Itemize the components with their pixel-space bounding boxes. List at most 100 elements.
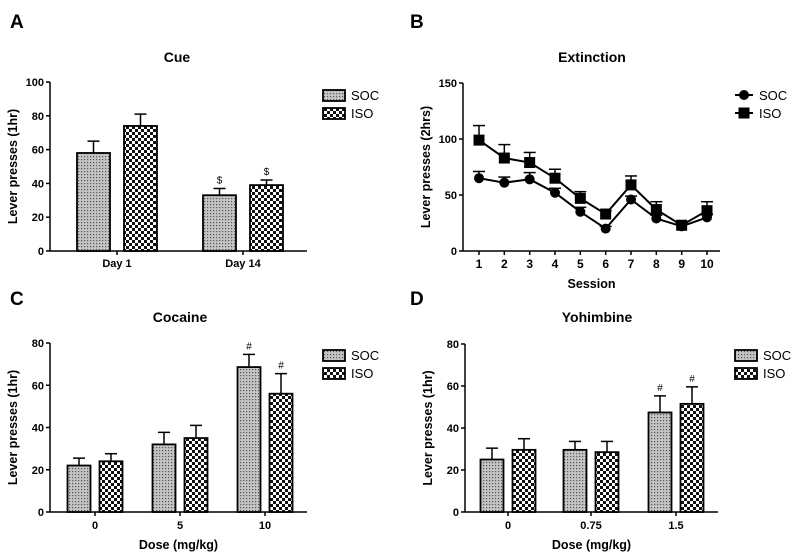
x-tick-label: 0.75 xyxy=(580,520,601,532)
legend-swatch xyxy=(322,107,346,120)
y-tick-label: 80 xyxy=(32,111,44,123)
y-tick-label: 150 xyxy=(439,78,457,90)
x-tick-label: 5 xyxy=(177,520,183,532)
y-tick-label: 40 xyxy=(32,423,44,435)
x-tick-label: 2 xyxy=(501,257,508,271)
panel-letter: A xyxy=(10,12,24,33)
panel-b: B Extinction Lever presses (2hrs) Session 0 5… xyxy=(410,12,787,291)
bar-soc xyxy=(151,443,177,513)
y-tick-label: 0 xyxy=(38,246,44,258)
legend-label: SOC xyxy=(763,348,791,363)
x-tick-label: 1 xyxy=(476,257,483,271)
y-axis-label: Lever presses (2hrs) xyxy=(419,106,433,228)
data-point-soc xyxy=(626,194,636,205)
significance-marker: $ xyxy=(217,175,223,186)
data-point-iso xyxy=(498,152,510,164)
legend-marker xyxy=(738,107,750,119)
data-point-soc xyxy=(499,177,510,188)
significance-marker: # xyxy=(689,374,695,385)
y-tick-label: 0 xyxy=(451,246,457,258)
panel-a: A Cue Lever presses (1hr) 0 20 40 60 80 100 Day 1… xyxy=(6,12,379,270)
x-tick-label: 7 xyxy=(628,257,635,271)
chart-title: Extinction xyxy=(558,49,626,65)
data-point-iso xyxy=(524,157,536,169)
legend-swatch xyxy=(322,367,346,380)
data-point-soc xyxy=(651,213,662,224)
y-tick-label: 50 xyxy=(445,190,457,202)
legend-swatch xyxy=(734,349,758,362)
panel-c: C Cocaine Lever presses (1hr) Dose (mg/kg) 0… xyxy=(6,289,379,552)
data-point-soc xyxy=(524,174,535,185)
panel-letter: C xyxy=(10,289,24,310)
bar-iso xyxy=(123,125,158,252)
significance-marker: $ xyxy=(264,167,270,178)
x-tick-label: Day 14 xyxy=(225,258,261,270)
data-point-iso xyxy=(676,219,688,231)
chart-title: Yohimbine xyxy=(562,309,633,325)
legend-item-iso: ISO xyxy=(322,106,373,121)
y-tick-label: 40 xyxy=(447,423,459,435)
data-point-iso xyxy=(574,192,586,204)
legend-item-soc: SOC xyxy=(735,88,787,103)
y-axis-label: Lever presses (1hr) xyxy=(6,370,20,485)
series-line-soc xyxy=(478,177,708,230)
chart-title: Cocaine xyxy=(153,309,208,325)
bar-soc xyxy=(76,152,111,252)
legend-item-iso: ISO xyxy=(735,106,781,121)
y-tick-label: 40 xyxy=(32,178,44,190)
legend-marker xyxy=(739,90,749,100)
bar-iso xyxy=(511,448,537,513)
y-tick-label: 100 xyxy=(26,77,44,89)
x-tick-label: 8 xyxy=(653,257,660,271)
significance-marker: # xyxy=(246,341,252,352)
y-tick-label: 0 xyxy=(453,507,459,519)
data-point-iso xyxy=(549,172,561,184)
bar-soc xyxy=(647,411,673,513)
legend-label: ISO xyxy=(351,106,373,121)
y-tick-label: 80 xyxy=(32,338,44,350)
y-tick-label: 60 xyxy=(32,145,44,157)
bar-iso xyxy=(594,451,620,513)
panel-letter: D xyxy=(410,289,424,310)
significance-marker: # xyxy=(278,361,284,372)
x-tick-label: 1.5 xyxy=(668,520,683,532)
bar-soc xyxy=(562,448,588,513)
y-axis-label: Lever presses (1hr) xyxy=(421,370,435,485)
y-tick-label: 60 xyxy=(447,381,459,393)
data-point-soc xyxy=(600,223,611,234)
y-tick-label: 80 xyxy=(447,339,459,351)
x-tick-label: Day 1 xyxy=(102,258,131,270)
data-point-iso xyxy=(650,204,662,216)
legend-swatch xyxy=(322,349,346,362)
data-point-iso xyxy=(625,179,637,191)
y-tick-label: 0 xyxy=(38,507,44,519)
panel-letter: B xyxy=(410,12,424,33)
x-tick-label: 5 xyxy=(577,257,584,271)
data-point-iso xyxy=(473,134,485,146)
y-tick-label: 60 xyxy=(32,380,44,392)
legend-label: ISO xyxy=(351,366,373,381)
legend-label: ISO xyxy=(763,366,785,381)
x-tick-label: 6 xyxy=(602,257,609,271)
legend-item-soc: SOC xyxy=(734,348,791,363)
legend-item-soc: SOC xyxy=(322,88,379,103)
data-point-iso xyxy=(600,208,612,220)
y-tick-label: 20 xyxy=(32,212,44,224)
legend-item-iso: ISO xyxy=(322,366,373,381)
y-tick-label: 20 xyxy=(447,465,459,477)
x-tick-label: 4 xyxy=(552,257,559,271)
bar-iso xyxy=(679,402,705,513)
bar-soc xyxy=(202,194,237,252)
bar-soc xyxy=(479,458,505,513)
series-line-iso xyxy=(478,139,708,227)
panel-d: D Yohimbine Lever presses (1hr) Dose (mg/kg… xyxy=(410,289,791,552)
x-axis-label: Session xyxy=(568,277,616,291)
legend-item-iso: ISO xyxy=(734,366,785,381)
legend-label: SOC xyxy=(351,88,379,103)
y-tick-label: 100 xyxy=(439,134,457,146)
bar-iso xyxy=(183,437,209,513)
x-tick-label: 10 xyxy=(259,520,271,532)
data-point-soc xyxy=(550,187,560,198)
bar-iso xyxy=(268,392,294,513)
